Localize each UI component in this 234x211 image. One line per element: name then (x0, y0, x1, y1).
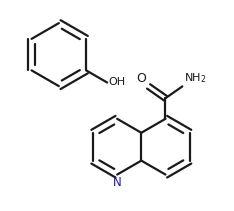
Text: N: N (113, 176, 122, 189)
Text: O: O (136, 72, 146, 85)
Text: NH$_2$: NH$_2$ (184, 71, 207, 85)
Text: OH: OH (108, 77, 125, 88)
